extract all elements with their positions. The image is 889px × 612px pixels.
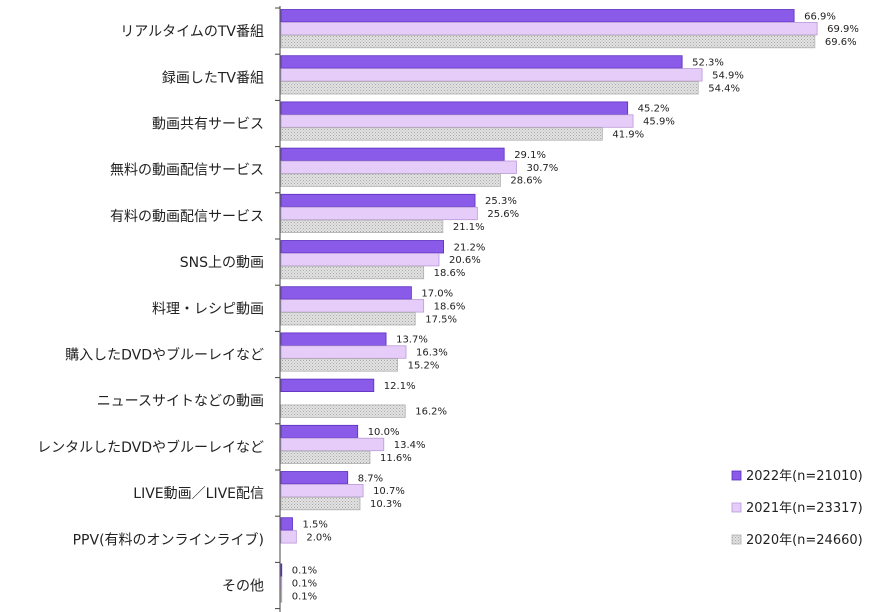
data-label: 25.6%: [487, 209, 519, 220]
category-label: 録画したTV番組: [162, 70, 264, 86]
data-label: 12.1%: [384, 381, 416, 392]
data-label: 0.1%: [292, 579, 317, 590]
data-label: 29.1%: [514, 150, 546, 161]
data-label: 0.1%: [292, 591, 317, 602]
bar: [280, 471, 349, 485]
data-label: 41.9%: [612, 129, 644, 140]
bar: [280, 483, 364, 498]
data-label: 10.3%: [370, 499, 402, 510]
bar: [280, 299, 425, 313]
data-label: 20.6%: [449, 255, 481, 266]
bar: [280, 496, 361, 511]
bar: [280, 193, 476, 208]
bar: [280, 345, 407, 359]
data-label: 13.7%: [396, 335, 428, 346]
category-label: LIVE動画／LIVE配信: [133, 486, 264, 502]
data-label: 66.9%: [804, 11, 836, 22]
bar: [280, 358, 398, 372]
data-label: 45.2%: [638, 104, 670, 115]
data-label: 17.5%: [425, 314, 457, 325]
bar: [280, 530, 297, 544]
bar: [280, 101, 629, 115]
bar: [280, 240, 445, 254]
data-label: 69.9%: [827, 24, 859, 35]
data-label: 16.3%: [416, 348, 448, 359]
category-label: 購入したDVDやブルーレイなど: [65, 347, 264, 364]
bar: [280, 55, 683, 69]
bar: [280, 147, 505, 162]
bar: [280, 424, 359, 439]
legend-label: 2021年(n=23317): [746, 501, 863, 516]
bar: [280, 160, 517, 174]
data-label: 13.4%: [394, 440, 426, 451]
data-label: 28.6%: [510, 176, 542, 187]
bar: [280, 286, 412, 300]
category-label: リアルタイムのTV番組: [120, 24, 264, 40]
legend: 2022年(n=21010) 2021年(n=23317) 2020年(n=2466…: [731, 469, 863, 548]
legend-swatch: [731, 502, 742, 513]
bars-layer: [280, 9, 818, 603]
category-label: 有料の動画配信サービス: [110, 209, 264, 225]
bar: [280, 252, 440, 267]
bar: [280, 589, 283, 603]
bar: [280, 219, 444, 234]
category-label: 動画共有サービス: [152, 117, 264, 133]
bar: [280, 450, 371, 465]
data-label: 2.0%: [306, 532, 331, 543]
data-label: 0.1%: [292, 566, 317, 577]
bar: [280, 9, 795, 23]
labels-layer: リアルタイムのTV番組 66.9% 69.9% 69.6% 録画したTV番組 52.3% 5…: [37, 11, 859, 602]
bar: [280, 563, 283, 577]
bar: [280, 265, 425, 280]
data-label: 18.6%: [434, 301, 466, 312]
category-label: 料理・レシピ動画: [152, 301, 264, 317]
data-label: 11.6%: [380, 453, 412, 464]
data-label: 52.3%: [692, 57, 724, 68]
data-label: 10.0%: [368, 427, 400, 438]
bar: [280, 206, 478, 221]
data-label: 30.7%: [526, 163, 558, 174]
data-label: 10.7%: [373, 486, 405, 497]
axis-layer: [275, 6, 281, 612]
bar: [280, 68, 703, 82]
bar: [280, 437, 385, 452]
data-label: 8.7%: [358, 473, 383, 484]
data-label: 16.2%: [415, 407, 447, 418]
bar: [280, 576, 283, 590]
bar: [280, 34, 816, 49]
data-label: 45.9%: [643, 117, 675, 128]
bar: [280, 127, 603, 141]
legend-label: 2020年(n=24660): [746, 533, 863, 548]
bar: [280, 312, 416, 326]
legend-swatch: [731, 534, 742, 545]
category-label: その他: [222, 579, 264, 595]
data-label: 54.9%: [712, 70, 744, 81]
data-label: 25.3%: [485, 196, 517, 207]
bar: [280, 517, 293, 531]
data-label: 69.6%: [825, 37, 857, 48]
bar: [280, 114, 634, 128]
bar: [280, 332, 387, 346]
legend-swatch: [731, 470, 742, 481]
data-label: 21.1%: [453, 222, 485, 233]
data-label: 1.5%: [303, 519, 328, 530]
category-label: PPV(有料のオンラインライブ): [73, 531, 264, 548]
category-label: レンタルしたDVDやブルーレイなど: [37, 439, 264, 456]
bar: [280, 81, 699, 95]
data-label: 17.0%: [421, 288, 453, 299]
bar: [280, 21, 818, 36]
category-label: ニュースサイトなどの動画: [97, 394, 264, 410]
bar: [280, 378, 375, 393]
legend-label: 2022年(n=21010): [746, 469, 863, 484]
category-label: SNS上の動画: [180, 255, 264, 271]
bar: [280, 173, 501, 187]
data-label: 18.6%: [434, 268, 466, 279]
data-label: 54.4%: [708, 83, 740, 94]
data-label: 21.2%: [454, 242, 486, 253]
data-label: 15.2%: [408, 360, 440, 371]
bar: [280, 404, 406, 418]
category-label: 無料の動画配信サービス: [110, 163, 264, 179]
